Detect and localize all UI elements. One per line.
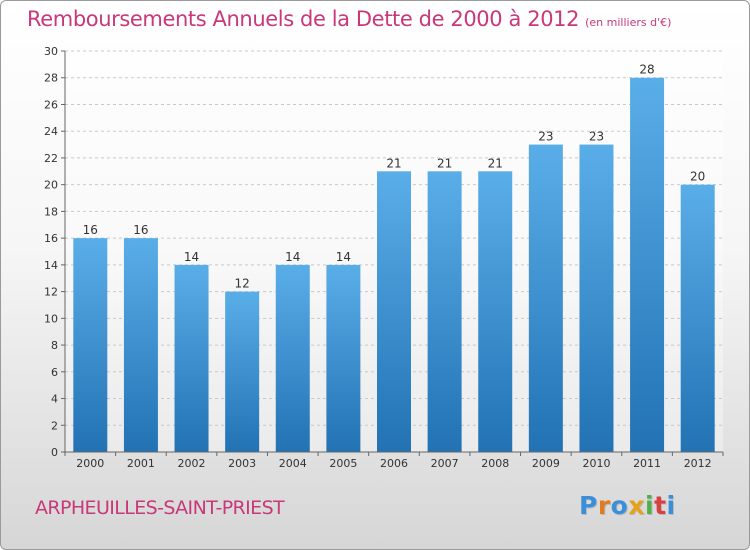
value-label-2005: 14: [336, 250, 351, 264]
y-tick-label: 20: [44, 179, 58, 192]
x-tick-label-2009: 2009: [532, 457, 560, 470]
value-label-2004: 14: [285, 250, 300, 264]
value-label-2006: 21: [386, 156, 401, 170]
logo-letter: r: [597, 491, 611, 520]
y-tick-label: 26: [44, 98, 58, 111]
x-tick-label-2008: 2008: [481, 457, 509, 470]
x-tick-label-2010: 2010: [582, 457, 610, 470]
value-label-2012: 20: [690, 170, 705, 184]
x-tick-label-2003: 2003: [228, 457, 256, 470]
y-tick-label: 8: [51, 339, 58, 352]
value-label-2010: 23: [589, 130, 604, 144]
bar-2010: [579, 144, 614, 453]
bar-2001: [123, 238, 158, 452]
y-tick-label: 6: [51, 366, 58, 379]
bar-2007: [427, 171, 462, 453]
proxiti-logo: Proxiti: [579, 491, 676, 520]
logo-letter: i: [645, 491, 655, 520]
bar-2008: [478, 171, 513, 453]
y-tick-label: 2: [51, 419, 58, 432]
chart-title-text: Remboursements Annuels de la Dette de 20…: [27, 7, 580, 31]
logo-letter: o: [610, 491, 629, 520]
unit-label: (en milliers d'€): [585, 16, 672, 29]
value-label-2007: 21: [437, 156, 452, 170]
x-axis: 2000 2001 2002 2003 2004 2005 2006 2007 2008 2009…: [64, 451, 724, 470]
bars: 16 16 14 12 14 14 21 21 21 23 23 28 20: [73, 63, 715, 453]
x-tick-label-2006: 2006: [380, 457, 408, 470]
chart-title: Remboursements Annuels de la Dette de 20…: [27, 7, 671, 31]
y-tick-label: 0: [51, 446, 58, 459]
bar-2000: [73, 238, 108, 452]
logo-letter: x: [628, 491, 645, 520]
value-label-2000: 16: [83, 223, 98, 237]
value-label-2001: 16: [133, 223, 148, 237]
y-tick-label: 10: [44, 312, 58, 325]
bar-2002: [174, 264, 209, 452]
bar-2011: [630, 77, 665, 452]
y-tick-label: 22: [44, 152, 58, 165]
value-label-2002: 14: [184, 250, 199, 264]
bar-2009: [528, 144, 563, 453]
y-tick-label: 24: [44, 125, 58, 138]
x-tick-label-2005: 2005: [329, 457, 357, 470]
x-tick-label-2002: 2002: [178, 457, 206, 470]
y-tick-label: 16: [44, 232, 58, 245]
bar-2004: [275, 264, 310, 452]
x-tick-label-2011: 2011: [633, 457, 661, 470]
logo-letter: t: [654, 491, 667, 520]
bar-2006: [377, 171, 411, 453]
bar-2003: [225, 291, 260, 452]
value-label-2011: 28: [639, 63, 654, 77]
x-tick-label-2004: 2004: [279, 457, 307, 470]
value-label-2009: 23: [538, 130, 553, 144]
y-tick-label: 12: [44, 286, 58, 299]
x-tick-label-2000: 2000: [76, 457, 104, 470]
y-tick-label: 30: [44, 45, 58, 58]
value-label-2008: 21: [488, 156, 503, 170]
place-name: ARPHEUILLES-SAINT-PRIEST: [35, 497, 285, 519]
x-tick-label-2001: 2001: [127, 457, 155, 470]
x-tick-label-2012: 2012: [684, 457, 712, 470]
bar-2012: [680, 184, 715, 452]
y-tick-label: 18: [44, 205, 58, 218]
x-tick-label-2007: 2007: [431, 457, 459, 470]
y-tick-label: 14: [44, 259, 58, 272]
bar-2005: [326, 264, 361, 452]
logo-letter: i: [666, 491, 676, 520]
y-tick-label: 4: [51, 393, 58, 406]
y-tick-label: 28: [44, 72, 58, 85]
value-label-2003: 12: [235, 277, 250, 291]
logo-letter: P: [579, 491, 598, 520]
